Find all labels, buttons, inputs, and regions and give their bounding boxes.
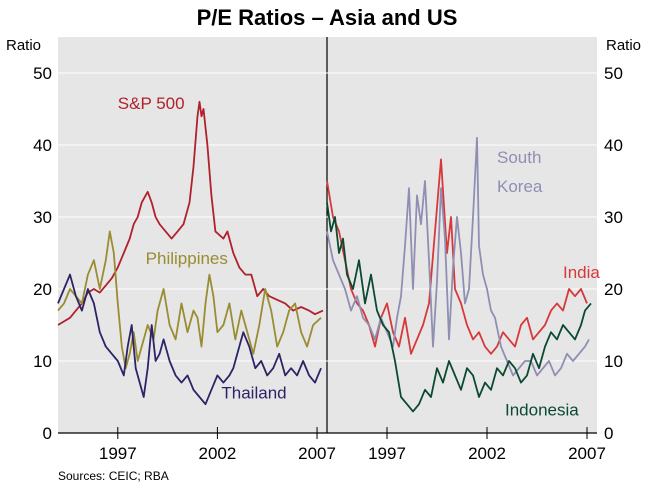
series-label-philippines: Philippines (146, 249, 228, 268)
y-tick-label-right: 40 (604, 136, 623, 155)
y-tick-label-left: 50 (33, 64, 52, 83)
series-label-south-korea: South (497, 148, 541, 167)
series-label-sp500: S&P 500 (118, 94, 185, 113)
series-label-thailand: Thailand (221, 383, 286, 402)
y-tick-label-left: 20 (33, 280, 52, 299)
series-label-india: India (563, 263, 600, 282)
y-tick-label-right: 10 (604, 352, 623, 371)
series-label-south-korea: Korea (497, 177, 543, 196)
x-tick-label: 2002 (198, 444, 236, 463)
y-tick-label-left: 10 (33, 352, 52, 371)
y-tick-label-left: 30 (33, 208, 52, 227)
x-tick-label: 1997 (99, 444, 137, 463)
series-label-indonesia: Indonesia (505, 401, 579, 420)
y-tick-label-right: 20 (604, 280, 623, 299)
series-line-south-korea (326, 136, 590, 377)
series-line-india (326, 158, 588, 355)
y-tick-label-right: 30 (604, 208, 623, 227)
series-line-indonesia (326, 202, 592, 413)
x-tick-label: 1997 (368, 444, 406, 463)
y-axis-label-right: Ratio (606, 37, 641, 54)
x-tick-label: 2007 (298, 444, 336, 463)
x-tick-label: 2002 (468, 444, 506, 463)
chart-title: P/E Ratios – Asia and US (197, 5, 458, 30)
series-line-philippines (57, 230, 322, 370)
y-tick-label-left: 40 (33, 136, 52, 155)
series-line-thailand (57, 273, 322, 406)
y-tick-label-left: 0 (43, 424, 52, 443)
series-line-sp500 (57, 100, 324, 326)
source-note: Sources: CEIC; RBA (58, 469, 169, 483)
y-tick-label-right: 0 (604, 424, 613, 443)
y-axis-label-left: Ratio (6, 37, 41, 54)
x-tick-label: 2007 (568, 444, 606, 463)
y-tick-label-right: 50 (604, 64, 623, 83)
